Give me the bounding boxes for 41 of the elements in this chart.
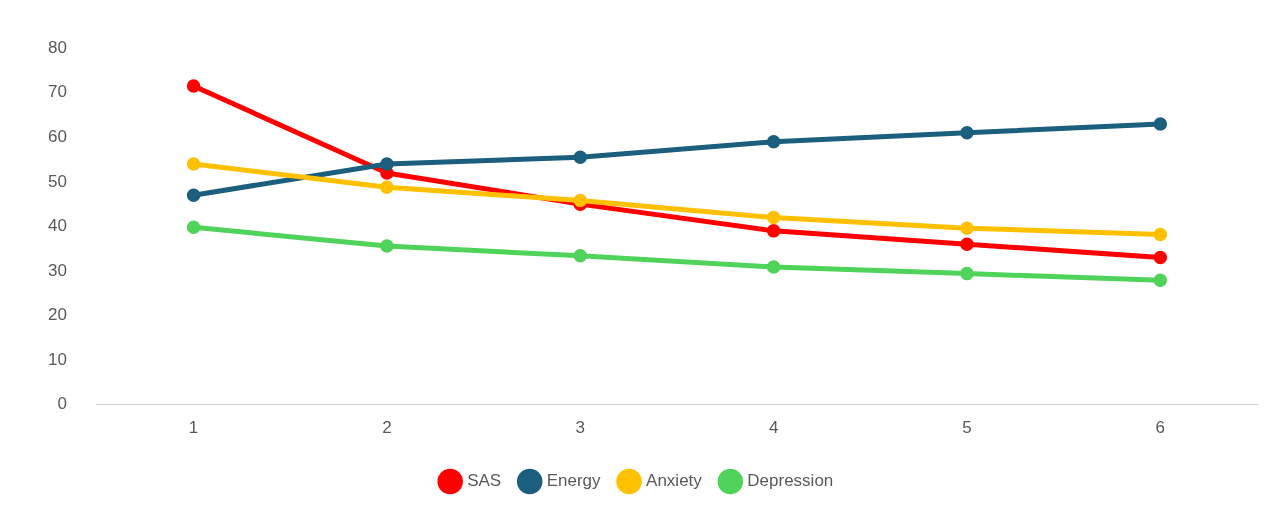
x-tick-label: 2 <box>382 418 392 438</box>
point <box>960 237 974 251</box>
point <box>766 210 781 225</box>
y-tick-label: 0 <box>57 394 67 414</box>
legend-label: Energy <box>546 471 602 491</box>
point <box>960 221 974 235</box>
legend-label: SAS <box>467 471 502 491</box>
y-tick-label: 70 <box>47 82 67 102</box>
y-tick-label: 60 <box>47 126 67 146</box>
point <box>1153 117 1168 131</box>
point <box>186 220 201 235</box>
y-tick-label: 80 <box>47 37 67 57</box>
y-tick-label: 40 <box>47 216 67 236</box>
point <box>186 188 201 202</box>
point <box>1153 250 1168 265</box>
x-tick-label: 5 <box>962 418 972 438</box>
point <box>573 150 588 165</box>
point <box>1153 227 1168 242</box>
point <box>380 180 394 194</box>
y-tick-label: 30 <box>47 260 67 280</box>
y-tick-label: 10 <box>47 349 67 369</box>
x-tick-label: 1 <box>188 418 199 438</box>
point <box>573 193 588 208</box>
x-tick-label: 6 <box>1155 418 1166 438</box>
legend-label: Anxiety <box>646 471 703 491</box>
point <box>960 266 974 281</box>
point <box>766 135 781 149</box>
point <box>766 224 781 238</box>
point <box>766 260 781 274</box>
y-tick-label: 50 <box>47 171 67 191</box>
point <box>960 126 974 140</box>
point <box>1153 273 1168 288</box>
point <box>186 79 201 93</box>
y-tick-label: 20 <box>47 305 67 325</box>
point <box>186 157 201 171</box>
x-tick-label: 4 <box>768 418 779 438</box>
point <box>380 157 394 171</box>
legend-label: Depression <box>747 471 834 491</box>
point <box>573 249 588 263</box>
x-tick-label: 3 <box>575 418 586 438</box>
point <box>380 239 394 253</box>
